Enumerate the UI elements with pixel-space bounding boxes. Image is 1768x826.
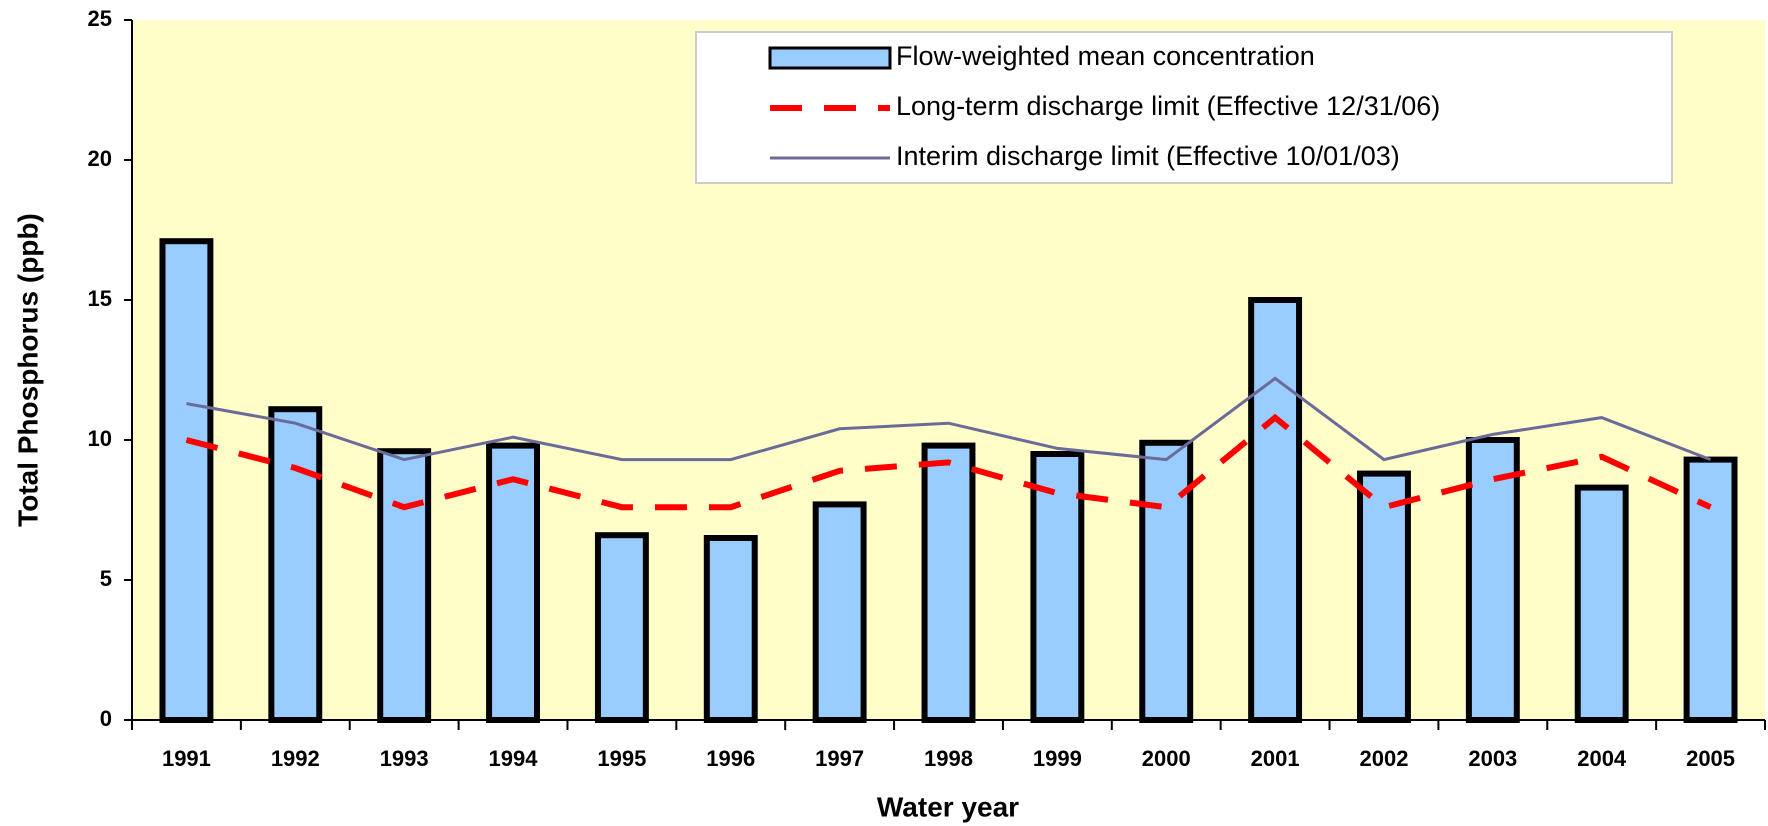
x-tick-label: 2005 <box>1686 746 1735 771</box>
x-tick-label: 1992 <box>271 746 320 771</box>
bar <box>1465 437 1520 723</box>
x-tick-label: 1997 <box>815 746 864 771</box>
y-tick-label: 5 <box>100 566 112 591</box>
x-tick-label: 1995 <box>597 746 646 771</box>
legend-label: Interim discharge limit (Effective 10/01… <box>896 141 1400 171</box>
line <box>185 413 1712 511</box>
x-tick-label: 2004 <box>1577 746 1627 771</box>
bar <box>921 442 976 723</box>
bar <box>812 501 867 723</box>
bar <box>486 442 540 723</box>
y-tick-label: 25 <box>88 6 112 31</box>
x-tick-label: 1994 <box>489 746 539 771</box>
x-tick-label: 1999 <box>1033 746 1082 771</box>
x-tick-label: 1996 <box>706 746 755 771</box>
bar <box>159 238 214 723</box>
bar <box>377 448 432 723</box>
x-tick-label: 2000 <box>1142 746 1191 771</box>
line <box>186 376 1712 462</box>
bar <box>1248 297 1303 723</box>
legend-label: Long-term discharge limit (Effective 12/… <box>896 91 1440 121</box>
legend-swatch <box>768 46 892 70</box>
x-axis-title: Water year <box>877 791 1019 822</box>
y-axis-title: Total Phosphorus (ppb) <box>12 213 43 527</box>
x-tick-label: 1991 <box>162 746 211 771</box>
bar <box>594 532 649 724</box>
x-tick-label: 2001 <box>1251 746 1300 771</box>
y-tick-label: 20 <box>88 146 112 171</box>
bar <box>268 406 323 723</box>
bar <box>703 535 758 723</box>
bar <box>1357 470 1411 723</box>
x-tick-label: 1993 <box>380 746 429 771</box>
bar <box>1574 484 1629 723</box>
x-tick-label: 2002 <box>1359 746 1408 771</box>
x-tick-label: 1998 <box>924 746 973 771</box>
y-tick-label: 0 <box>100 706 112 731</box>
bar <box>1139 439 1194 723</box>
x-tick-label: 2003 <box>1468 746 1517 771</box>
legend-label: Flow-weighted mean concentration <box>896 41 1315 71</box>
y-tick-label: 15 <box>88 286 112 311</box>
y-tick-label: 10 <box>88 426 112 451</box>
bar <box>1683 456 1738 723</box>
bar <box>1030 451 1085 723</box>
